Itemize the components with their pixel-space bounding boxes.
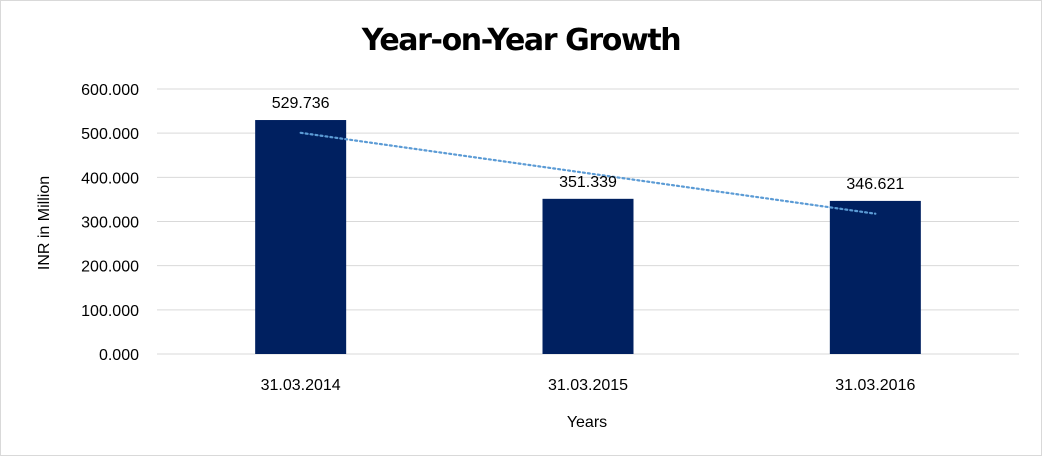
y-axis-title: INR in Million [36,176,53,270]
y-tick-label: 500.000 [81,126,139,143]
x-tick-label: 31.03.2014 [261,377,341,394]
trendline-layer [299,131,877,215]
x-tick-label: 31.03.2016 [835,377,915,394]
y-tick-label: 100.000 [81,303,139,320]
data-label: 346.621 [846,176,904,193]
bars [255,120,921,354]
data-label: 529.736 [272,95,330,112]
bar [829,200,921,354]
y-tick-label: 300.000 [81,215,139,232]
chart-title: Year-on-Year Growth [361,23,682,58]
x-tick-label: 31.03.2015 [548,377,628,394]
data-label: 351.339 [559,174,617,191]
y-tick-label: 0.000 [99,347,139,364]
bar [255,120,347,354]
data-labels: 529.736 351.339 346.621 [272,95,905,193]
x-axis-ticks: 31.03.2014 31.03.2015 31.03.2016 [261,377,916,394]
y-tick-label: 200.000 [81,259,139,276]
trendline [299,131,877,215]
y-tick-label: 400.000 [81,170,139,187]
y-axis-ticks: 0.000 100.000 200.000 300.000 400.000 500.000… [81,82,139,364]
bar [542,198,634,354]
x-axis-title: Years [567,414,607,431]
y-tick-label: 600.000 [81,82,139,99]
